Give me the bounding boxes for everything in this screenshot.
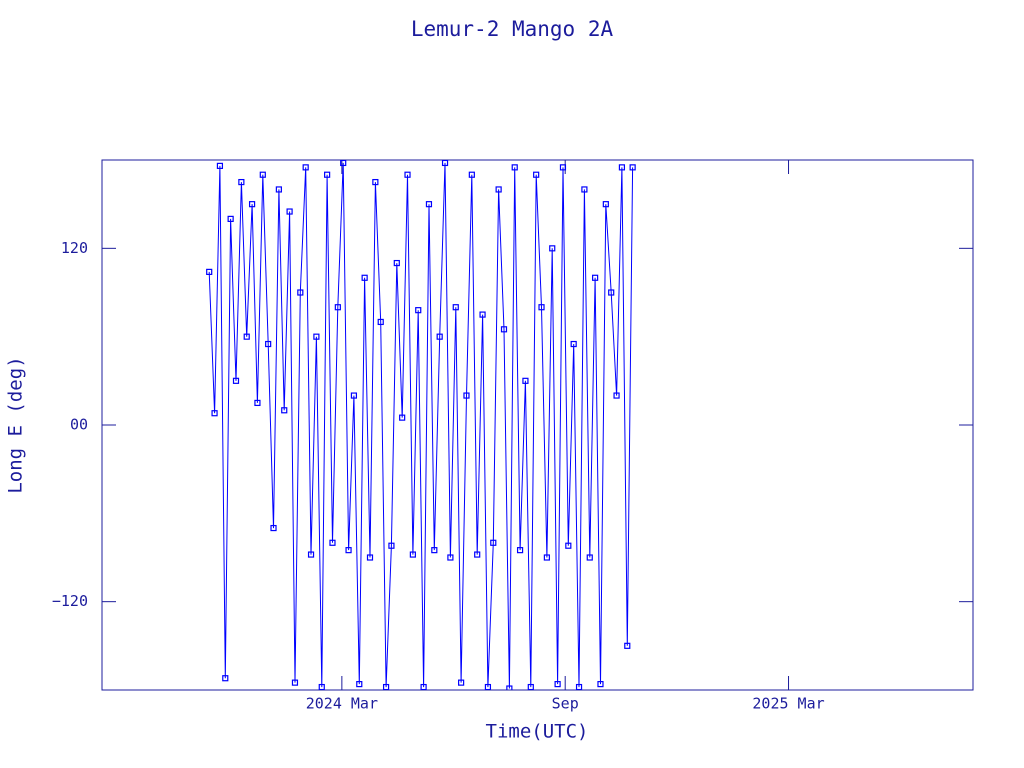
data-point — [458, 679, 465, 686]
data-point — [484, 683, 492, 690]
y-tick-label: 00 — [70, 416, 88, 434]
data-point — [382, 683, 390, 690]
data-point — [334, 304, 341, 311]
x-tick-label: Sep — [552, 695, 579, 713]
data-point — [232, 377, 240, 384]
data-point — [350, 392, 358, 399]
data-point — [586, 554, 593, 561]
data-point — [281, 407, 288, 414]
data-point — [372, 178, 379, 186]
data-point — [538, 304, 545, 311]
data-point — [506, 685, 513, 690]
x-tick-label: 2024 Mar — [306, 695, 378, 713]
data-point — [275, 186, 282, 193]
data-point — [404, 171, 411, 178]
x-tick-label: 2025 Mar — [752, 695, 824, 713]
data-point — [608, 289, 615, 296]
data-point — [345, 547, 352, 554]
data-point — [243, 333, 250, 340]
data-point — [613, 392, 620, 399]
data-point — [270, 524, 277, 532]
data-point — [522, 377, 529, 384]
x-axis-label: Time(UTC) — [486, 721, 589, 743]
data-point — [366, 554, 374, 561]
y-tick-label: −120 — [52, 592, 88, 610]
data-point — [618, 164, 626, 171]
data-point — [500, 326, 508, 333]
data-line — [208, 162, 634, 689]
data-point — [592, 274, 599, 281]
data-point — [597, 681, 604, 688]
data-point — [291, 679, 299, 686]
data-point — [206, 268, 213, 275]
plot-frame — [101, 159, 974, 691]
data-point — [425, 201, 433, 208]
data-point — [516, 547, 524, 554]
data-point — [313, 333, 320, 340]
data-point — [222, 675, 229, 682]
data-point — [549, 245, 556, 252]
data-point — [479, 311, 486, 318]
data-point — [238, 178, 245, 186]
data-point — [468, 171, 475, 178]
data-point — [575, 683, 583, 690]
data-point — [302, 164, 309, 171]
data-point — [420, 683, 427, 690]
data-point — [329, 539, 336, 546]
data-point — [490, 539, 497, 546]
data-point — [393, 259, 400, 267]
data-point — [554, 681, 561, 688]
data-point — [495, 186, 502, 193]
data-point — [324, 171, 331, 178]
data-point — [463, 392, 470, 399]
data-point — [570, 340, 577, 348]
data-point — [399, 414, 406, 421]
data-point — [356, 681, 363, 688]
data-point — [361, 274, 368, 281]
data-point — [431, 547, 438, 554]
data-point — [254, 399, 261, 407]
data-point — [377, 318, 384, 326]
data-point — [511, 164, 518, 171]
data-point — [436, 333, 443, 340]
data-point — [629, 164, 636, 171]
data-point — [565, 542, 572, 549]
data-point — [286, 208, 293, 215]
data-point — [259, 171, 266, 178]
data-point — [307, 551, 315, 558]
data-point — [624, 642, 631, 649]
y-tick-label: 120 — [61, 239, 88, 257]
y-axis-label: Long E (deg) — [5, 356, 27, 493]
data-point — [318, 683, 325, 690]
data-point — [602, 201, 609, 208]
data-point — [581, 186, 588, 193]
data-point — [559, 164, 567, 171]
data-point — [409, 551, 416, 558]
data-point — [265, 340, 272, 348]
data-point — [227, 215, 234, 222]
data-point — [248, 201, 256, 208]
data-point — [441, 160, 449, 167]
chart-title: Lemur-2 Mango 2A — [411, 17, 614, 41]
data-point — [388, 542, 395, 549]
data-point — [527, 683, 534, 690]
data-point — [474, 551, 481, 558]
plot-area — [206, 160, 636, 690]
data-point — [543, 554, 550, 561]
data-point — [297, 289, 304, 296]
data-point — [452, 304, 459, 311]
data-point — [340, 160, 347, 167]
data-point — [533, 171, 540, 178]
data-point — [415, 307, 422, 314]
data-point — [447, 554, 454, 561]
data-point — [211, 410, 218, 417]
data-point — [216, 162, 224, 169]
